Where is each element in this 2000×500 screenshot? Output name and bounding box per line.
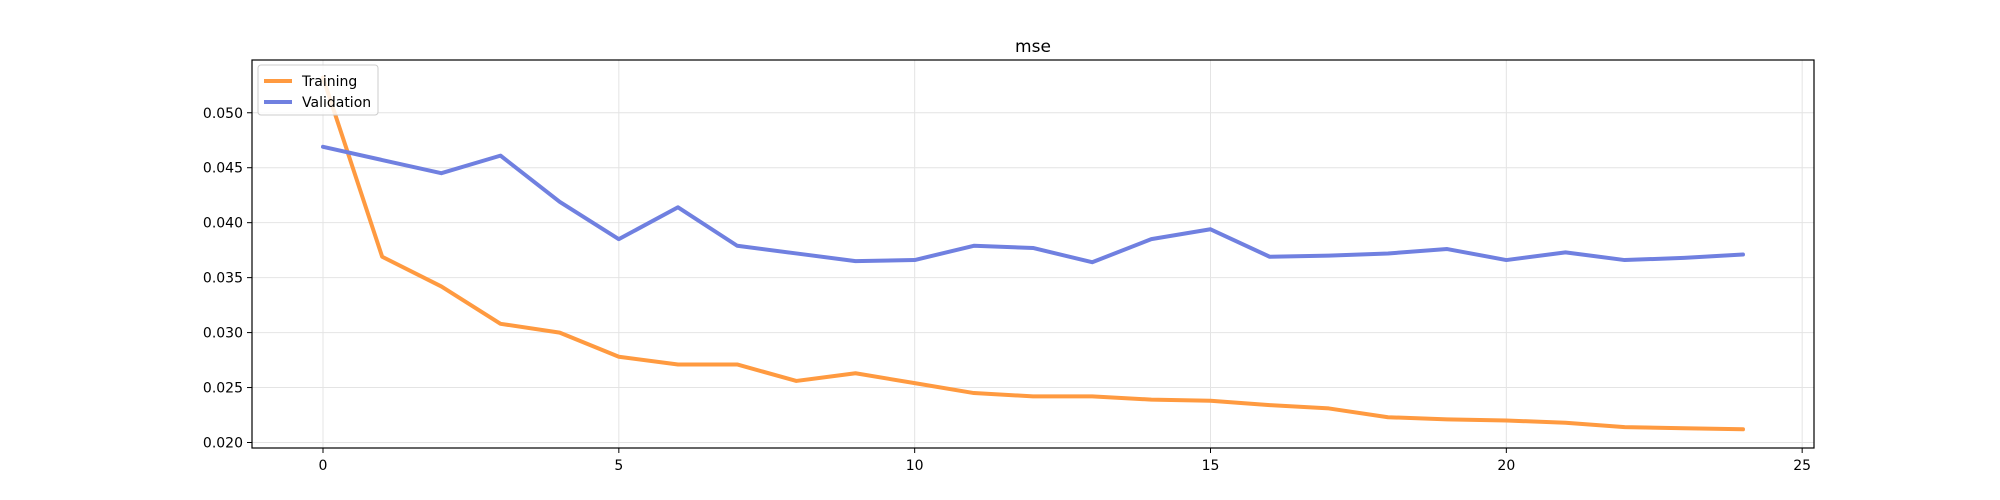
grid xyxy=(252,60,1814,448)
chart-title: mse xyxy=(1015,37,1051,57)
axis-ticks: 0 5 10 15 20 25 0.020 0.025 0.030 0.035 0.040 0.045… xyxy=(203,106,1811,474)
y-tick-label: 0.020 xyxy=(203,436,243,452)
x-tick-label: 15 xyxy=(1202,458,1220,474)
y-tick-label: 0.045 xyxy=(203,161,243,177)
plot-frame xyxy=(251,59,1815,449)
x-tick-label: 20 xyxy=(1497,458,1515,474)
x-tick-label: 25 xyxy=(1793,458,1811,474)
series-line-training xyxy=(321,75,1745,432)
series-line-validation xyxy=(321,144,1745,265)
y-tick-label: 0.040 xyxy=(203,216,243,232)
y-tick-label: 0.035 xyxy=(203,271,243,287)
series-lines xyxy=(321,75,1745,432)
x-tick-label: 10 xyxy=(906,458,924,474)
x-tick-label: 5 xyxy=(614,458,623,474)
legend-label-training: Training xyxy=(301,74,357,90)
y-tick-label: 0.030 xyxy=(203,326,243,342)
legend: Training Validation xyxy=(257,64,379,116)
y-tick-label: 0.025 xyxy=(203,381,243,397)
legend-label-validation: Validation xyxy=(302,95,371,111)
y-tick-label: 0.050 xyxy=(203,106,243,122)
x-tick-label: 0 xyxy=(319,458,328,474)
